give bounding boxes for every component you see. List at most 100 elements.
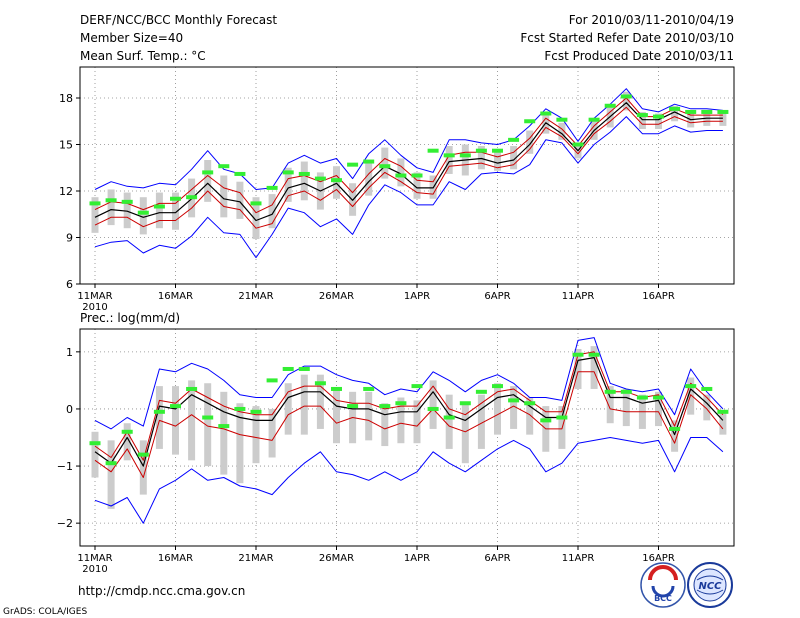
prec-observed-35 bbox=[636, 395, 648, 400]
temperature-grid bbox=[80, 67, 734, 285]
prec-observed-17 bbox=[347, 404, 359, 409]
temp-box-28 bbox=[526, 130, 534, 154]
temp-observed-29 bbox=[540, 111, 552, 116]
temp-box-5 bbox=[155, 192, 163, 229]
temp-observed-1 bbox=[89, 201, 101, 206]
prec-box-2 bbox=[107, 440, 115, 509]
precipitation-lines bbox=[94, 337, 724, 524]
source-url[interactable]: http://cmdp.ncc.cma.gov.cn bbox=[78, 584, 245, 598]
temp-box-40 bbox=[719, 111, 727, 126]
prec-box-18 bbox=[365, 391, 373, 441]
prec-box-7 bbox=[188, 380, 196, 461]
prec-observed-2 bbox=[105, 461, 117, 466]
prec-box-4 bbox=[139, 440, 147, 495]
prec-box-14 bbox=[300, 374, 308, 435]
prec-xtick-label-6: 11APR bbox=[562, 553, 595, 564]
prec-box-34 bbox=[622, 388, 630, 427]
prec-observed-38 bbox=[685, 384, 697, 389]
prec-observed-25 bbox=[475, 389, 487, 394]
prec-observed-21 bbox=[411, 384, 423, 389]
prec-box-31 bbox=[574, 348, 582, 389]
temp-line-lower-spread bbox=[94, 106, 723, 229]
variable-label: Mean Surf. Temp.: °C bbox=[80, 49, 206, 63]
precipitation-frame bbox=[79, 328, 735, 547]
temp-box-36 bbox=[655, 113, 662, 129]
temp-box-6 bbox=[172, 192, 179, 230]
prec-line-ensemble-mean bbox=[94, 357, 724, 467]
temp-observed-16 bbox=[331, 178, 342, 183]
prec-xtick-label-4: 1APR bbox=[404, 553, 430, 564]
temp-box-2 bbox=[107, 189, 115, 226]
temp-box-11 bbox=[252, 197, 260, 240]
prec-box-23 bbox=[445, 394, 453, 449]
temp-xtick-label-0: 11MAR bbox=[77, 291, 112, 302]
temp-observed-18 bbox=[363, 159, 375, 164]
temp-xtick-label-3: 26MAR bbox=[319, 291, 354, 302]
bcc-logo-arc-red bbox=[648, 565, 678, 581]
prec-box-16 bbox=[333, 388, 340, 444]
precipitation-x-ticks: 11MAR 16MAR 21MAR 26MAR 1APR 6APR 11APR 16APR bbox=[77, 546, 675, 564]
prec-box-32 bbox=[590, 346, 598, 389]
prec-observed-16 bbox=[331, 386, 342, 391]
temp-observed-34 bbox=[620, 94, 632, 99]
temp-xtick-label-6: 11APR bbox=[562, 291, 595, 302]
temp-observed-7 bbox=[186, 195, 198, 200]
temp-box-21 bbox=[413, 172, 421, 199]
prec-line-ensemble-min bbox=[94, 437, 724, 524]
temp-xtick-label-7: 16APR bbox=[642, 291, 675, 302]
temp-observed-30 bbox=[556, 117, 568, 122]
prec-observed-40 bbox=[717, 409, 729, 414]
temp-observed-32 bbox=[588, 117, 600, 122]
temp-box-30 bbox=[558, 122, 566, 140]
temp-box-16 bbox=[333, 166, 340, 199]
temp-box-12 bbox=[268, 194, 276, 229]
precipitation-year-label: 2010 bbox=[82, 564, 107, 575]
temp-box-8 bbox=[204, 160, 212, 202]
temp-xtick-label-1: 16MAR bbox=[158, 291, 193, 302]
precipitation-y-ticks: −2 −1 0 1 bbox=[57, 346, 80, 530]
precipitation-panel: −2 −1 0 1 11MAR 16MAR 21MAR 26MAR 1APR 6APR 11APR… bbox=[57, 328, 735, 575]
prec-box-15 bbox=[316, 374, 324, 429]
prec-observed-11 bbox=[250, 409, 262, 414]
temp-box-34 bbox=[622, 91, 630, 111]
temp-observed-38 bbox=[685, 109, 697, 114]
temp-observed-10 bbox=[234, 171, 246, 176]
temperature-y-ticks: 6 9 12 15 18 bbox=[59, 92, 80, 291]
prec-observed-5 bbox=[153, 409, 165, 414]
prec-box-9 bbox=[220, 391, 228, 475]
temp-observed-12 bbox=[266, 185, 278, 190]
temp-observed-28 bbox=[524, 119, 536, 124]
temp-box-1 bbox=[91, 197, 99, 233]
temp-line-ensemble-min bbox=[94, 116, 723, 259]
prec-xtick-label-5: 6APR bbox=[484, 553, 510, 564]
temp-observed-37 bbox=[669, 106, 681, 111]
prec-observed-29 bbox=[540, 418, 552, 423]
prec-observed-18 bbox=[363, 386, 375, 391]
temperature-boxes bbox=[91, 91, 727, 240]
prec-observed-13 bbox=[282, 366, 294, 371]
prec-ytick-label-3: 1 bbox=[66, 346, 73, 359]
temp-xtick-label-2: 21MAR bbox=[238, 291, 273, 302]
prec-box-26 bbox=[494, 383, 501, 435]
temp-box-19 bbox=[381, 147, 389, 179]
prec-box-21 bbox=[413, 400, 421, 444]
chart-title: DERF/NCC/BCC Monthly Forecast bbox=[80, 13, 277, 27]
temp-observed-27 bbox=[508, 137, 520, 142]
temp-box-35 bbox=[638, 111, 646, 129]
prec-box-19 bbox=[381, 403, 389, 447]
prec-ytick-label-1: −1 bbox=[57, 460, 73, 473]
temp-observed-39 bbox=[701, 109, 713, 114]
temp-box-13 bbox=[284, 167, 292, 202]
prec-observed-37 bbox=[669, 426, 681, 431]
precipitation-observed bbox=[89, 352, 729, 466]
prec-observed-7 bbox=[186, 386, 198, 391]
temp-ytick-label-2: 12 bbox=[59, 185, 73, 198]
prec-box-1 bbox=[91, 431, 99, 478]
prec-observed-20 bbox=[395, 401, 407, 406]
prec-line-lower-spread bbox=[94, 371, 724, 478]
member-size: Member Size=40 bbox=[80, 31, 183, 45]
temp-observed-22 bbox=[427, 148, 439, 153]
bcc-logo: BCC bbox=[640, 562, 686, 608]
temp-observed-6 bbox=[170, 196, 181, 201]
temp-observed-31 bbox=[572, 142, 584, 147]
